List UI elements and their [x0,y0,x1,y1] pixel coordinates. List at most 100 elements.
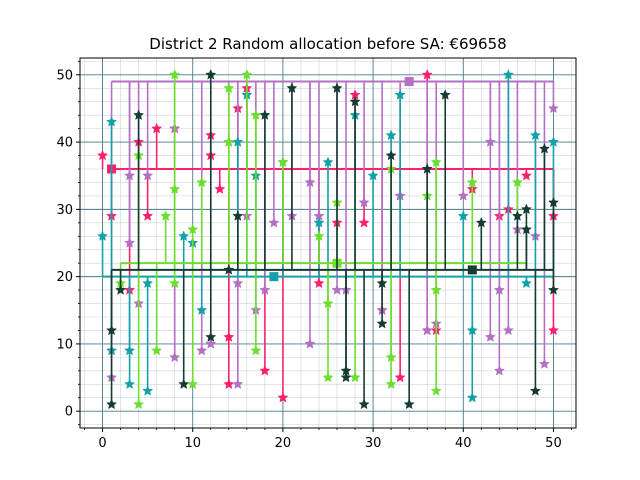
data-point-star [106,398,118,410]
plot-frame [79,57,577,429]
data-point-star [313,277,325,289]
data-point-star [394,371,406,383]
data-point-star [430,156,442,168]
data-point-star [196,344,208,356]
data-point-star [331,82,343,94]
data-point-star [385,129,397,141]
data-point-star [511,210,523,221]
data-point-star [223,82,235,94]
x-tick-label: 20 [275,436,292,451]
x-tick-label: 0 [98,436,106,451]
series-layer [96,68,560,410]
data-point-star [349,95,361,107]
data-point-star [169,183,181,194]
data-point-star [124,344,136,356]
x-tick-label: 40 [455,436,472,451]
data-point-star [421,68,433,80]
data-point-star [484,136,496,147]
data-point-star [502,324,514,336]
data-point-star [304,176,316,188]
data-point-star [142,169,154,181]
data-point-star [475,216,487,228]
data-point-star [105,116,118,127]
data-point-star [241,68,253,80]
data-point-star [421,163,433,174]
y-tick-label: 30 [56,203,73,218]
data-point-star [286,82,298,94]
data-point-star [96,149,109,161]
data-point-star [520,203,532,215]
series-3 [115,68,527,410]
chart-title: District 2 Random allocation before SA: … [149,35,506,53]
data-point-star [106,324,118,336]
data-point-star [223,331,235,342]
data-point-star [547,324,560,336]
axis-ticks: 0 10 20 30 40 50 0 10 20 30 40 50 [56,60,572,451]
y-tick-label: 0 [65,405,73,420]
data-point-star [385,149,397,161]
data-point-star [322,297,334,309]
data-point-star [151,344,163,356]
data-point-star [538,358,551,369]
data-point-star [358,196,370,208]
series-4 [106,68,560,410]
data-point-star [547,136,560,147]
data-point-star [250,344,262,356]
data-point-star [376,317,388,329]
data-point-star [358,398,370,410]
data-point-star [457,210,469,221]
data-point-star [169,351,181,363]
data-point-star [322,371,334,383]
data-point-star [223,136,235,147]
data-point-star [403,398,415,410]
data-point-star [232,210,244,221]
data-point-star [457,190,469,201]
data-point-star [313,230,325,242]
data-point-star [268,216,280,228]
data-point-star [430,385,442,396]
y-tick-label: 10 [56,337,73,352]
data-point-star [178,378,190,390]
data-point-star [196,176,208,188]
data-point-star [142,385,154,396]
data-point-star [205,331,217,342]
data-point-star [259,284,271,295]
data-point-star [520,223,532,235]
data-point-star [376,277,388,289]
data-point-star [520,169,532,181]
data-point-star [538,142,551,154]
data-point-star [385,351,397,363]
data-point-star [196,304,208,316]
data-point-star [529,129,541,141]
data-point-star [133,398,145,410]
data-point-star [466,176,478,188]
data-point-star [394,89,406,100]
x-tick-label: 10 [184,436,201,451]
y-tick-label: 50 [56,68,73,83]
y-tick-label: 40 [56,136,73,151]
data-point-star [529,385,541,396]
data-point-star [169,277,181,289]
data-point-star [358,216,370,228]
data-point-star [493,284,505,295]
data-point-star [232,277,244,289]
data-point-star [439,89,451,100]
data-point-star [205,338,217,349]
data-point-star [484,331,496,342]
data-point-star [259,364,271,376]
data-point-star [115,284,127,295]
y-tick-label: 20 [56,270,73,285]
data-point-star [421,324,433,336]
data-point-star [232,378,244,390]
data-point-star [367,169,379,181]
data-point-star [547,284,560,295]
data-point-star [466,324,478,336]
data-point-star [187,223,199,235]
data-point-star [160,210,172,221]
data-point-star [277,391,289,403]
data-point-star [313,216,325,228]
data-point-star [502,68,514,80]
data-point-star [205,68,217,80]
